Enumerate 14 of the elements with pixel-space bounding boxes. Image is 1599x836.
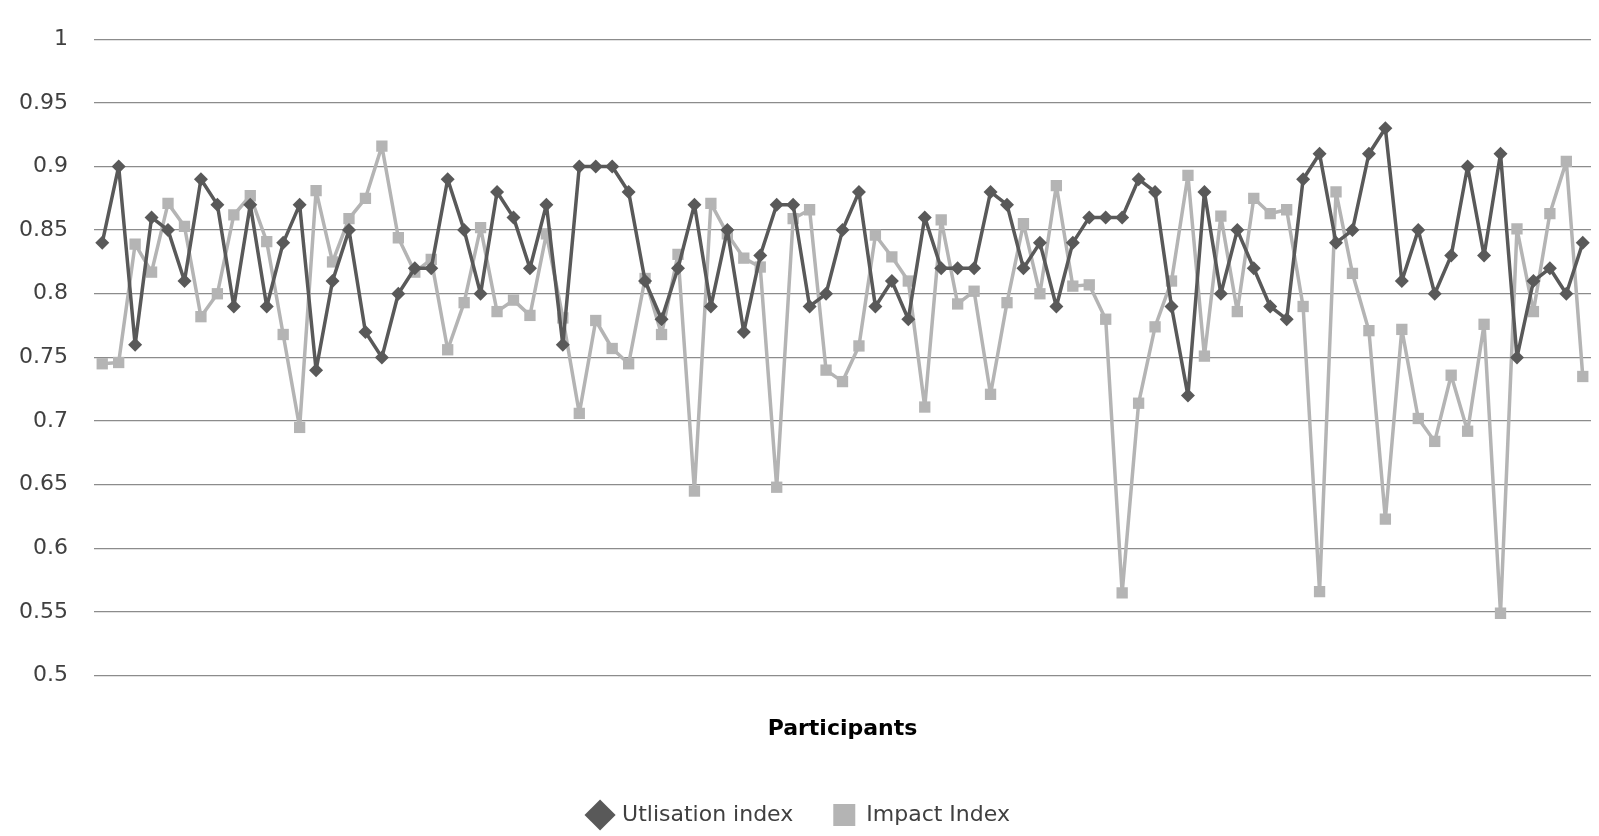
y-tick-label: 0.55 [19,597,68,623]
legend-label: Utlisation index [622,800,794,826]
y-tick-label: 0.95 [19,88,68,114]
y-tick-label: 0.7 [33,406,68,432]
y-tick-label: 0.75 [19,343,68,369]
legend-label: Impact Index [866,800,1010,826]
y-tick-label: 0.85 [19,215,68,241]
y-tick-label: 0.6 [33,534,68,560]
y-tick-label: 1 [54,24,68,50]
y-tick-label: 0.8 [33,279,68,305]
x-axis-title: Participants [767,714,918,740]
y-tick-label: 0.5 [33,661,68,687]
y-tick-label: 0.9 [33,152,68,178]
y-tick-label: 0.65 [19,470,68,496]
